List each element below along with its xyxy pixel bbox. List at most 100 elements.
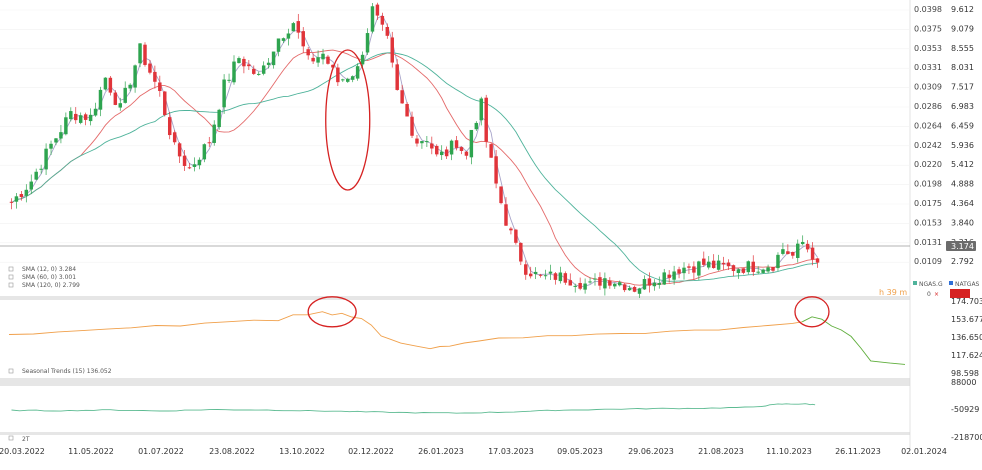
seasonal-tick: 153.677 xyxy=(951,315,982,324)
y-tick-right: 7.517 xyxy=(951,83,974,92)
candle xyxy=(672,271,676,280)
symbol-badge[interactable] xyxy=(950,289,970,298)
candle xyxy=(108,77,113,93)
candle xyxy=(78,115,83,123)
cot-line xyxy=(11,403,816,414)
candle xyxy=(662,272,666,285)
candle xyxy=(464,151,469,156)
candle xyxy=(746,261,751,273)
candle xyxy=(430,143,434,149)
candle xyxy=(93,108,98,116)
x-tick: 11.10.2023 xyxy=(766,447,812,456)
candle xyxy=(118,103,122,108)
candle xyxy=(103,77,108,90)
candle xyxy=(395,64,399,90)
candle xyxy=(548,271,553,274)
candle xyxy=(543,275,548,277)
candle xyxy=(796,243,800,258)
y-tick-left: 0.0398 xyxy=(914,5,942,14)
seasonal-line xyxy=(801,316,906,365)
separator-3 xyxy=(0,432,910,435)
x-tick: 26.01.2023 xyxy=(418,447,464,456)
x-tick: 20.03.2022 xyxy=(0,447,45,456)
candle xyxy=(800,241,805,245)
y-tick-left: 0.0286 xyxy=(914,102,942,111)
symbol-1-label: NGAS.G xyxy=(919,281,943,288)
candle xyxy=(613,283,617,287)
candle xyxy=(252,68,256,74)
symbol-2-label: NATGAS xyxy=(955,281,980,288)
candle xyxy=(291,23,296,32)
candle xyxy=(707,261,711,268)
candle xyxy=(177,143,182,157)
candle xyxy=(326,56,330,64)
close-value: 0 xyxy=(927,291,931,298)
candle xyxy=(435,145,439,155)
candle xyxy=(227,79,231,81)
y-tick-left: 0.0242 xyxy=(914,141,942,150)
y-tick-left: 0.0175 xyxy=(914,199,942,208)
x-tick: 26.11.2023 xyxy=(835,447,881,456)
candle xyxy=(187,167,192,169)
y-tick-left: 0.0198 xyxy=(914,180,942,189)
candle xyxy=(133,65,137,88)
candle xyxy=(128,84,132,89)
candle xyxy=(306,49,310,56)
candle xyxy=(365,33,370,53)
candle xyxy=(810,247,815,260)
candle xyxy=(756,271,760,273)
candle xyxy=(766,267,770,272)
candle xyxy=(642,279,647,290)
watermark-text: h 39 m xyxy=(879,288,907,297)
candle xyxy=(702,258,706,265)
candlestick-series xyxy=(9,2,820,299)
candle xyxy=(247,64,251,67)
candle xyxy=(123,87,127,103)
candle xyxy=(29,181,33,190)
candle xyxy=(479,98,483,121)
candle xyxy=(286,33,291,39)
candle xyxy=(296,21,301,33)
y-tick-right: 4.364 xyxy=(951,199,974,208)
y-tick-right: 9.079 xyxy=(951,24,974,33)
candle xyxy=(163,91,167,115)
candle xyxy=(355,66,360,79)
candle xyxy=(405,103,409,117)
seasonal-tick: 136.650 xyxy=(951,333,982,342)
candle xyxy=(390,37,394,63)
last-price-badge: 3.174 xyxy=(946,241,976,251)
candle xyxy=(573,285,577,287)
candle xyxy=(637,288,642,294)
candle xyxy=(74,113,78,121)
candle xyxy=(232,61,236,83)
candle xyxy=(682,267,686,274)
cot-legend: 2T xyxy=(8,435,30,443)
y-tick-right: 6.459 xyxy=(951,121,974,130)
cot-y-axis: 88000 -50929 -218700 xyxy=(951,378,982,442)
candle xyxy=(281,38,286,41)
y-tick-left: 0.0375 xyxy=(914,24,942,33)
candle xyxy=(88,114,93,122)
candle xyxy=(583,283,587,290)
y-tick-right: 5.936 xyxy=(951,141,974,150)
candle xyxy=(380,16,385,25)
seasonal-legend-text: Seasonal Trends (15) 136.052 xyxy=(22,368,112,375)
candle xyxy=(697,261,701,276)
remove-x-icon[interactable]: × xyxy=(934,291,939,298)
candle xyxy=(514,229,518,243)
candle xyxy=(439,151,444,156)
y-tick-right: 6.983 xyxy=(951,102,974,111)
y-tick-left: 0.0109 xyxy=(914,257,942,266)
last-price-value: 3.174 xyxy=(951,242,974,251)
candle xyxy=(370,6,375,32)
candle xyxy=(24,189,29,196)
candle xyxy=(425,141,429,143)
candle xyxy=(217,109,221,128)
sma-legend-3: SMA (120, 0) 2.799 xyxy=(22,282,80,289)
seasonal-tick: 98.598 xyxy=(951,369,979,378)
candle xyxy=(716,260,721,270)
candle xyxy=(44,148,48,170)
candle xyxy=(489,144,493,158)
candle xyxy=(192,164,197,167)
